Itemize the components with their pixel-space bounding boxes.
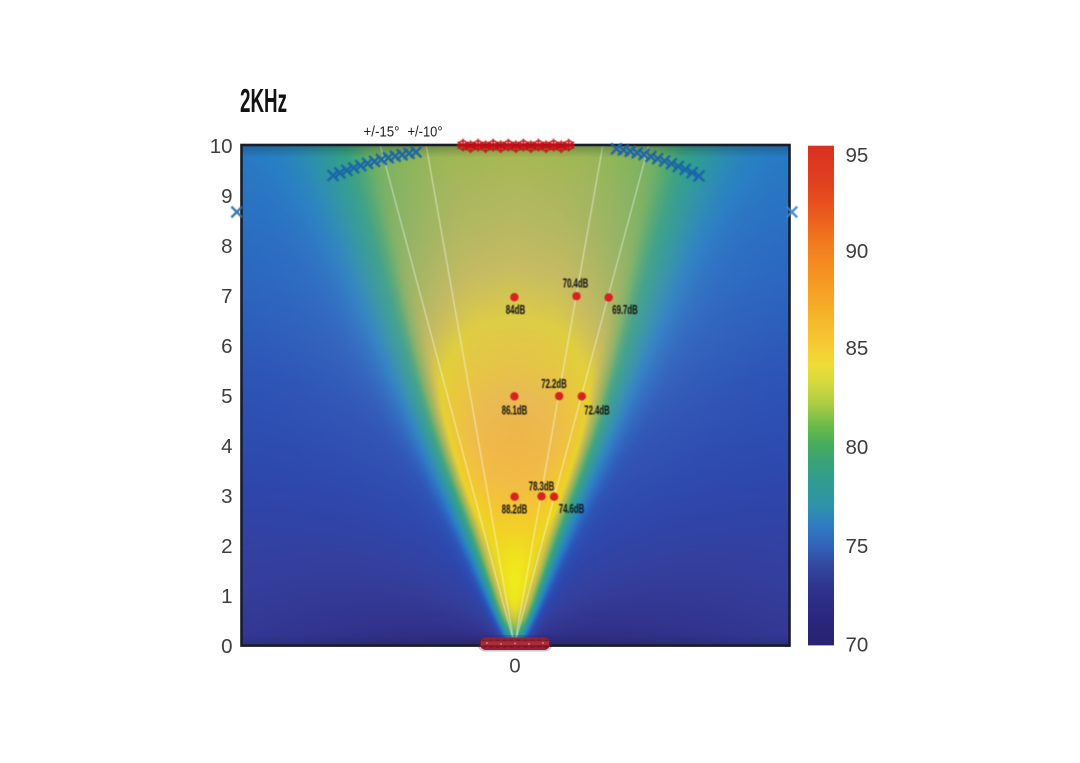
svg-text:84dB: 84dB bbox=[506, 302, 526, 317]
svg-text:70: 70 bbox=[846, 633, 869, 656]
svg-text:2: 2 bbox=[221, 535, 232, 558]
svg-text:1: 1 bbox=[221, 585, 232, 608]
svg-text:6: 6 bbox=[221, 335, 232, 358]
svg-text:75: 75 bbox=[846, 535, 869, 558]
svg-text:0: 0 bbox=[221, 635, 232, 658]
svg-text:69.7dB: 69.7dB bbox=[612, 302, 638, 317]
svg-text:72.4dB: 72.4dB bbox=[584, 402, 610, 417]
svg-text:78.3dB: 78.3dB bbox=[529, 478, 555, 493]
svg-text:7: 7 bbox=[221, 285, 232, 308]
svg-text:3: 3 bbox=[221, 485, 232, 508]
svg-text:72.2dB: 72.2dB bbox=[541, 376, 567, 391]
svg-text:0: 0 bbox=[509, 655, 520, 678]
svg-text:88.2dB: 88.2dB bbox=[502, 502, 528, 517]
svg-text:80: 80 bbox=[846, 436, 869, 459]
svg-text:8: 8 bbox=[221, 235, 232, 258]
svg-text:4: 4 bbox=[221, 435, 232, 458]
svg-text:+/-10°: +/-10° bbox=[408, 125, 443, 141]
svg-text:10: 10 bbox=[210, 135, 233, 158]
svg-text:+/-15°: +/-15° bbox=[364, 125, 400, 141]
svg-text:2KHz: 2KHz bbox=[240, 82, 287, 119]
svg-text:74.6dB: 74.6dB bbox=[559, 501, 585, 516]
svg-text:85: 85 bbox=[846, 337, 869, 360]
svg-text:5: 5 bbox=[221, 385, 232, 408]
svg-text:86.1dB: 86.1dB bbox=[502, 403, 528, 418]
svg-text:70.4dB: 70.4dB bbox=[563, 276, 589, 291]
svg-text:9: 9 bbox=[221, 185, 232, 208]
svg-text:95: 95 bbox=[846, 144, 869, 167]
svg-text:90: 90 bbox=[846, 240, 869, 263]
